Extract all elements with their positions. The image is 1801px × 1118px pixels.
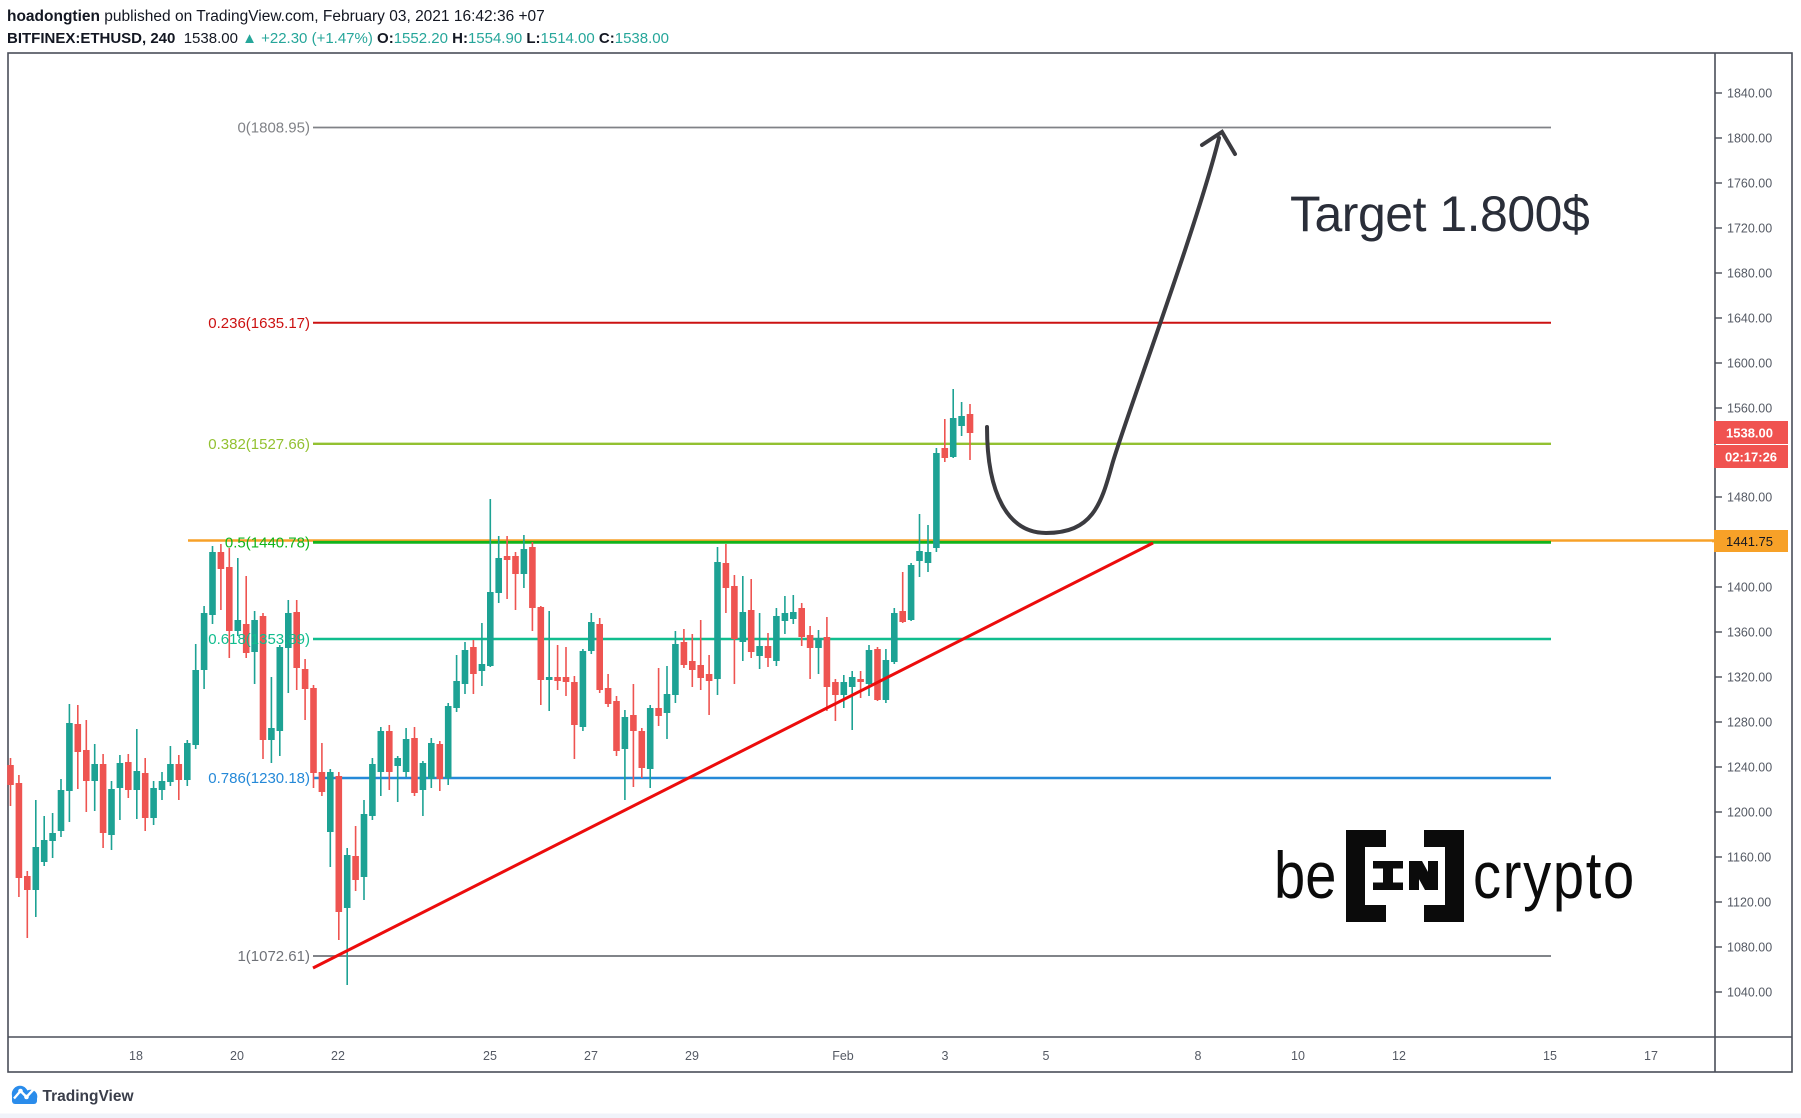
svg-text:0.382(1527.66): 0.382(1527.66) <box>208 436 310 453</box>
svg-text:1200.00: 1200.00 <box>1727 806 1772 820</box>
svg-text:1441.75: 1441.75 <box>1726 534 1773 549</box>
svg-text:be: be <box>1274 839 1336 912</box>
svg-text:1800.00: 1800.00 <box>1727 132 1772 146</box>
svg-text:18: 18 <box>129 1049 143 1063</box>
svg-text:1360.00: 1360.00 <box>1727 626 1772 640</box>
svg-text:1560.00: 1560.00 <box>1727 402 1772 416</box>
svg-text:1040.00: 1040.00 <box>1727 986 1772 1000</box>
svg-text:0.618(1353.89): 0.618(1353.89) <box>208 631 310 648</box>
svg-text:20: 20 <box>230 1049 244 1063</box>
svg-text:0.5(1440.78): 0.5(1440.78) <box>225 534 310 551</box>
svg-text:1680.00: 1680.00 <box>1727 267 1772 281</box>
svg-text:8: 8 <box>1195 1049 1202 1063</box>
svg-text:1240.00: 1240.00 <box>1727 761 1772 775</box>
svg-text:1640.00: 1640.00 <box>1727 312 1772 326</box>
svg-text:10: 10 <box>1291 1049 1305 1063</box>
svg-text:27: 27 <box>584 1049 598 1063</box>
svg-text:1840.00: 1840.00 <box>1727 87 1772 101</box>
svg-text:29: 29 <box>685 1049 699 1063</box>
svg-text:02:17:26: 02:17:26 <box>1725 450 1777 465</box>
svg-text:Target 1.800$: Target 1.800$ <box>1290 186 1589 242</box>
svg-text:1760.00: 1760.00 <box>1727 177 1772 191</box>
svg-text:1600.00: 1600.00 <box>1727 357 1772 371</box>
svg-text:1480.00: 1480.00 <box>1727 491 1772 505</box>
svg-text:15: 15 <box>1543 1049 1557 1063</box>
svg-text:1320.00: 1320.00 <box>1727 671 1772 685</box>
svg-text:0.786(1230.18): 0.786(1230.18) <box>208 770 310 787</box>
svg-text:1280.00: 1280.00 <box>1727 716 1772 730</box>
svg-text:25: 25 <box>483 1049 497 1063</box>
svg-text:1400.00: 1400.00 <box>1727 581 1772 595</box>
svg-text:22: 22 <box>331 1049 345 1063</box>
svg-text:TradingView: TradingView <box>43 1088 135 1105</box>
svg-text:1720.00: 1720.00 <box>1727 222 1772 236</box>
svg-text:hoadongtien published on Tradi: hoadongtien published on TradingView.com… <box>7 8 545 25</box>
svg-text:1080.00: 1080.00 <box>1727 941 1772 955</box>
svg-text:1160.00: 1160.00 <box>1727 851 1771 865</box>
svg-text:5: 5 <box>1043 1049 1050 1063</box>
svg-text:0.236(1635.17): 0.236(1635.17) <box>208 315 310 332</box>
svg-text:17: 17 <box>1644 1049 1658 1063</box>
svg-text:12: 12 <box>1392 1049 1406 1063</box>
svg-text:3: 3 <box>942 1049 949 1063</box>
svg-text:1120.00: 1120.00 <box>1727 896 1771 910</box>
svg-text:1(1072.61): 1(1072.61) <box>237 948 310 965</box>
svg-text:Feb: Feb <box>832 1049 854 1063</box>
svg-text:BITFINEX:ETHUSD, 240 1538.00: BITFINEX:ETHUSD, 240 1538.00 ▲ +22.30 (+… <box>7 30 669 47</box>
svg-text:0(1808.95): 0(1808.95) <box>237 120 310 137</box>
svg-text:crypto: crypto <box>1473 839 1636 912</box>
svg-text:1538.00: 1538.00 <box>1726 426 1773 441</box>
